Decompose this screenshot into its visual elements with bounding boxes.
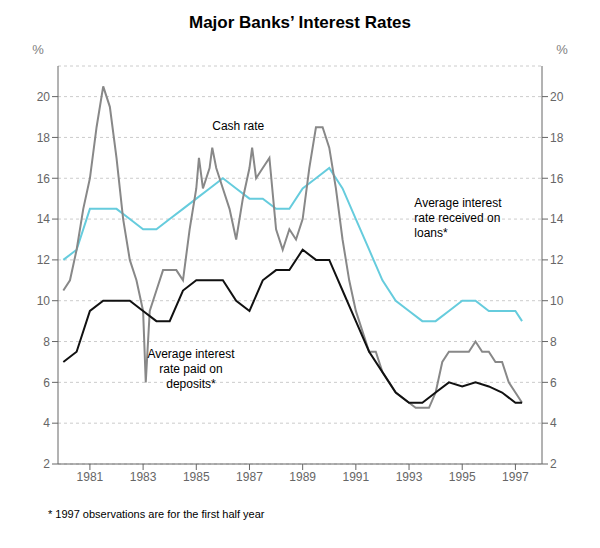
svg-text:4: 4 [43, 416, 50, 430]
svg-text:2: 2 [550, 457, 557, 471]
svg-text:10: 10 [550, 294, 564, 308]
svg-text:1985: 1985 [183, 470, 210, 484]
svg-text:16: 16 [550, 172, 564, 186]
svg-text:12: 12 [37, 253, 51, 267]
svg-text:8: 8 [43, 335, 50, 349]
svg-text:1989: 1989 [289, 470, 316, 484]
svg-text:1981: 1981 [77, 470, 104, 484]
svg-text:12: 12 [550, 253, 564, 267]
svg-text:20: 20 [37, 90, 51, 104]
svg-text:8: 8 [550, 335, 557, 349]
svg-text:1987: 1987 [236, 470, 263, 484]
svg-text:16: 16 [37, 172, 51, 186]
svg-text:Average interestrate received: Average interestrate received onloans* [414, 196, 502, 240]
svg-text:10: 10 [37, 294, 51, 308]
svg-text:1983: 1983 [130, 470, 157, 484]
html-text:Major Banks’ Interest Rates: Major Banks’ Interest Rates [189, 13, 411, 32]
svg-text:Cash rate: Cash rate [212, 119, 264, 133]
svg-text:20: 20 [550, 90, 564, 104]
svg-text:6: 6 [43, 376, 50, 390]
svg-text:1995: 1995 [449, 470, 476, 484]
svg-text:4: 4 [550, 416, 557, 430]
svg-text:1997: 1997 [502, 470, 529, 484]
svg-text:18: 18 [37, 131, 51, 145]
svg-text:1991: 1991 [342, 470, 369, 484]
svg-text:Average interestrate paid onde: Average interestrate paid ondeposits* [147, 347, 235, 391]
svg-text:6: 6 [550, 376, 557, 390]
html-text:* 1997 observations are for th: * 1997 observations are for the first ha… [48, 508, 265, 520]
svg-text:%: % [32, 42, 44, 57]
svg-text:18: 18 [550, 131, 564, 145]
svg-text:14: 14 [37, 212, 51, 226]
svg-text:1993: 1993 [396, 470, 423, 484]
svg-text:14: 14 [550, 212, 564, 226]
svg-text:2: 2 [43, 457, 50, 471]
svg-text:%: % [556, 42, 568, 57]
